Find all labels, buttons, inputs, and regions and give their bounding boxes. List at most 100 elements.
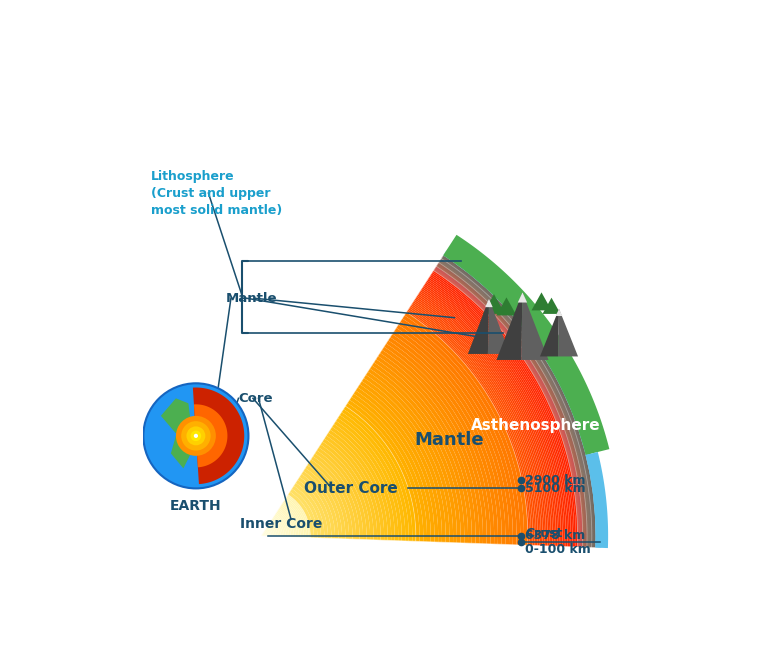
Wedge shape bbox=[323, 439, 377, 540]
Wedge shape bbox=[442, 257, 593, 547]
Wedge shape bbox=[445, 252, 600, 548]
Wedge shape bbox=[430, 275, 572, 547]
Wedge shape bbox=[442, 257, 594, 547]
Wedge shape bbox=[441, 258, 592, 547]
Wedge shape bbox=[287, 495, 310, 538]
Wedge shape bbox=[438, 263, 587, 547]
Wedge shape bbox=[435, 267, 581, 547]
Text: 2900 km: 2900 km bbox=[525, 474, 586, 487]
Text: Crust
0-100 km: Crust 0-100 km bbox=[525, 527, 591, 556]
Wedge shape bbox=[434, 269, 579, 547]
Wedge shape bbox=[443, 255, 596, 548]
Wedge shape bbox=[433, 270, 578, 547]
Wedge shape bbox=[445, 253, 598, 548]
Text: Asthenosphere: Asthenosphere bbox=[471, 417, 601, 432]
Wedge shape bbox=[442, 258, 593, 547]
Wedge shape bbox=[445, 254, 598, 548]
Wedge shape bbox=[266, 526, 273, 536]
Wedge shape bbox=[436, 266, 583, 547]
Wedge shape bbox=[445, 252, 599, 548]
Polygon shape bbox=[488, 299, 510, 354]
Wedge shape bbox=[290, 489, 317, 538]
Wedge shape bbox=[438, 264, 585, 547]
Wedge shape bbox=[434, 270, 578, 547]
Wedge shape bbox=[442, 257, 594, 547]
Wedge shape bbox=[307, 462, 349, 539]
Wedge shape bbox=[394, 328, 509, 545]
Wedge shape bbox=[266, 528, 271, 536]
Wedge shape bbox=[438, 264, 585, 547]
Wedge shape bbox=[442, 258, 592, 547]
Wedge shape bbox=[438, 263, 586, 547]
Wedge shape bbox=[288, 491, 314, 538]
Wedge shape bbox=[283, 501, 302, 538]
Wedge shape bbox=[442, 257, 593, 547]
Wedge shape bbox=[320, 441, 373, 540]
Wedge shape bbox=[271, 519, 281, 537]
Wedge shape bbox=[445, 252, 600, 548]
Wedge shape bbox=[300, 474, 335, 539]
Wedge shape bbox=[416, 296, 548, 546]
Wedge shape bbox=[368, 369, 461, 543]
Wedge shape bbox=[402, 315, 524, 545]
Text: Mantle: Mantle bbox=[226, 292, 277, 305]
Wedge shape bbox=[446, 250, 601, 548]
Wedge shape bbox=[435, 267, 581, 547]
Polygon shape bbox=[496, 292, 522, 360]
Wedge shape bbox=[435, 268, 580, 547]
Wedge shape bbox=[347, 400, 423, 541]
Wedge shape bbox=[429, 276, 571, 547]
Text: EARTH: EARTH bbox=[170, 499, 222, 514]
Wedge shape bbox=[398, 322, 517, 545]
Wedge shape bbox=[263, 530, 267, 536]
Wedge shape bbox=[442, 256, 594, 547]
Wedge shape bbox=[445, 252, 601, 548]
Wedge shape bbox=[439, 262, 588, 547]
Wedge shape bbox=[278, 508, 294, 537]
Wedge shape bbox=[441, 259, 591, 547]
Wedge shape bbox=[297, 477, 332, 538]
Wedge shape bbox=[435, 268, 581, 547]
Wedge shape bbox=[437, 265, 584, 547]
Wedge shape bbox=[324, 436, 381, 540]
Wedge shape bbox=[439, 262, 588, 547]
Wedge shape bbox=[353, 391, 435, 542]
Wedge shape bbox=[296, 480, 328, 538]
Wedge shape bbox=[443, 255, 595, 548]
Polygon shape bbox=[496, 298, 516, 315]
Wedge shape bbox=[270, 521, 279, 537]
Wedge shape bbox=[437, 265, 585, 547]
Wedge shape bbox=[330, 427, 391, 541]
Polygon shape bbox=[194, 404, 227, 467]
Wedge shape bbox=[435, 267, 581, 547]
Wedge shape bbox=[292, 486, 321, 538]
Wedge shape bbox=[363, 375, 453, 543]
Wedge shape bbox=[446, 251, 601, 548]
Wedge shape bbox=[268, 523, 276, 536]
Wedge shape bbox=[444, 254, 598, 548]
Wedge shape bbox=[273, 517, 284, 537]
Wedge shape bbox=[442, 257, 594, 547]
Wedge shape bbox=[352, 393, 431, 542]
Wedge shape bbox=[411, 304, 538, 545]
Wedge shape bbox=[437, 265, 584, 547]
Wedge shape bbox=[412, 301, 541, 546]
Wedge shape bbox=[328, 430, 388, 540]
Wedge shape bbox=[421, 289, 556, 546]
Text: Core: Core bbox=[238, 392, 273, 405]
Wedge shape bbox=[434, 269, 579, 547]
Wedge shape bbox=[428, 278, 569, 547]
Wedge shape bbox=[279, 507, 296, 537]
Wedge shape bbox=[406, 311, 529, 545]
Wedge shape bbox=[358, 384, 442, 542]
Wedge shape bbox=[419, 291, 553, 546]
Wedge shape bbox=[342, 409, 412, 541]
Polygon shape bbox=[558, 309, 578, 356]
Wedge shape bbox=[433, 270, 578, 547]
Wedge shape bbox=[362, 378, 449, 543]
Wedge shape bbox=[438, 263, 586, 547]
Wedge shape bbox=[437, 265, 584, 547]
Wedge shape bbox=[438, 264, 585, 547]
Wedge shape bbox=[286, 496, 309, 538]
Wedge shape bbox=[436, 266, 583, 547]
